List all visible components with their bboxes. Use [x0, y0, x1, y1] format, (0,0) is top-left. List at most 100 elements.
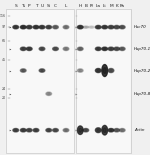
Text: S: S	[14, 4, 17, 8]
Ellipse shape	[20, 128, 26, 132]
Ellipse shape	[33, 128, 39, 132]
Ellipse shape	[20, 25, 26, 29]
Ellipse shape	[102, 25, 108, 29]
Ellipse shape	[53, 128, 58, 132]
Text: T: T	[35, 4, 37, 8]
Ellipse shape	[119, 25, 125, 29]
Ellipse shape	[28, 26, 31, 28]
Text: 97: 97	[2, 25, 6, 29]
Ellipse shape	[95, 128, 101, 133]
Text: Si: Si	[47, 4, 51, 8]
Ellipse shape	[14, 26, 17, 28]
Ellipse shape	[103, 68, 106, 73]
Ellipse shape	[39, 47, 45, 51]
Ellipse shape	[77, 47, 83, 51]
Ellipse shape	[114, 47, 120, 51]
Ellipse shape	[20, 47, 26, 51]
Ellipse shape	[54, 129, 57, 131]
Ellipse shape	[22, 26, 25, 28]
Ellipse shape	[22, 70, 25, 71]
Ellipse shape	[110, 48, 112, 50]
Ellipse shape	[65, 129, 68, 131]
Ellipse shape	[54, 48, 57, 50]
Text: Li: Li	[103, 4, 106, 8]
Ellipse shape	[83, 26, 89, 28]
Ellipse shape	[97, 48, 100, 50]
Ellipse shape	[108, 128, 114, 132]
Ellipse shape	[108, 47, 114, 51]
Ellipse shape	[53, 47, 58, 51]
Ellipse shape	[110, 69, 112, 72]
Text: L: L	[65, 4, 67, 8]
Ellipse shape	[26, 25, 32, 29]
Text: C: C	[54, 4, 57, 8]
Bar	[6, 9, 74, 153]
Ellipse shape	[79, 48, 82, 50]
Ellipse shape	[26, 47, 32, 51]
Ellipse shape	[115, 48, 118, 50]
Text: B: B	[84, 4, 87, 8]
Ellipse shape	[65, 48, 68, 50]
Ellipse shape	[121, 129, 124, 131]
Ellipse shape	[103, 48, 106, 50]
Ellipse shape	[119, 128, 125, 132]
Text: 45: 45	[2, 58, 6, 62]
Ellipse shape	[20, 69, 26, 72]
Ellipse shape	[79, 128, 82, 132]
Text: 24: 24	[2, 87, 6, 91]
Text: Hsc70: Hsc70	[134, 25, 147, 29]
Ellipse shape	[119, 47, 125, 51]
Ellipse shape	[13, 25, 19, 29]
Ellipse shape	[46, 92, 52, 95]
Ellipse shape	[90, 27, 93, 28]
Text: K: K	[115, 4, 118, 8]
Ellipse shape	[53, 25, 58, 29]
Ellipse shape	[22, 129, 25, 131]
Ellipse shape	[115, 26, 118, 28]
Text: Hsp70-8hom: Hsp70-8hom	[134, 92, 150, 96]
Ellipse shape	[84, 27, 87, 28]
Ellipse shape	[41, 48, 44, 50]
Text: U: U	[40, 4, 43, 8]
Ellipse shape	[108, 25, 114, 29]
Ellipse shape	[63, 47, 69, 51]
Ellipse shape	[13, 128, 19, 132]
Ellipse shape	[79, 70, 82, 71]
Text: Ts: Ts	[21, 4, 25, 8]
Ellipse shape	[28, 48, 31, 50]
Ellipse shape	[14, 129, 17, 131]
Ellipse shape	[47, 26, 50, 28]
Ellipse shape	[47, 129, 50, 131]
Ellipse shape	[84, 129, 87, 131]
Ellipse shape	[22, 48, 25, 50]
Ellipse shape	[54, 26, 57, 28]
Ellipse shape	[121, 26, 124, 28]
Ellipse shape	[63, 128, 69, 132]
Ellipse shape	[39, 25, 45, 29]
Ellipse shape	[102, 64, 108, 77]
Ellipse shape	[35, 129, 38, 131]
Ellipse shape	[33, 25, 39, 29]
Ellipse shape	[102, 47, 108, 51]
Ellipse shape	[39, 69, 45, 72]
Ellipse shape	[114, 128, 120, 132]
Bar	[76, 9, 130, 153]
Ellipse shape	[95, 47, 101, 51]
Text: La: La	[96, 4, 101, 8]
Text: Hsp70-1: Hsp70-1	[134, 47, 150, 51]
Ellipse shape	[77, 69, 83, 72]
Ellipse shape	[121, 48, 124, 50]
Text: H: H	[79, 4, 82, 8]
Ellipse shape	[41, 70, 44, 71]
Ellipse shape	[47, 93, 50, 95]
Ellipse shape	[89, 26, 94, 28]
Text: P: P	[28, 4, 31, 8]
Ellipse shape	[28, 129, 31, 131]
Ellipse shape	[77, 25, 83, 29]
Text: 66: 66	[2, 39, 6, 43]
Ellipse shape	[65, 26, 68, 28]
Ellipse shape	[77, 126, 83, 134]
Ellipse shape	[35, 26, 38, 28]
Ellipse shape	[95, 69, 101, 73]
Ellipse shape	[103, 26, 106, 28]
